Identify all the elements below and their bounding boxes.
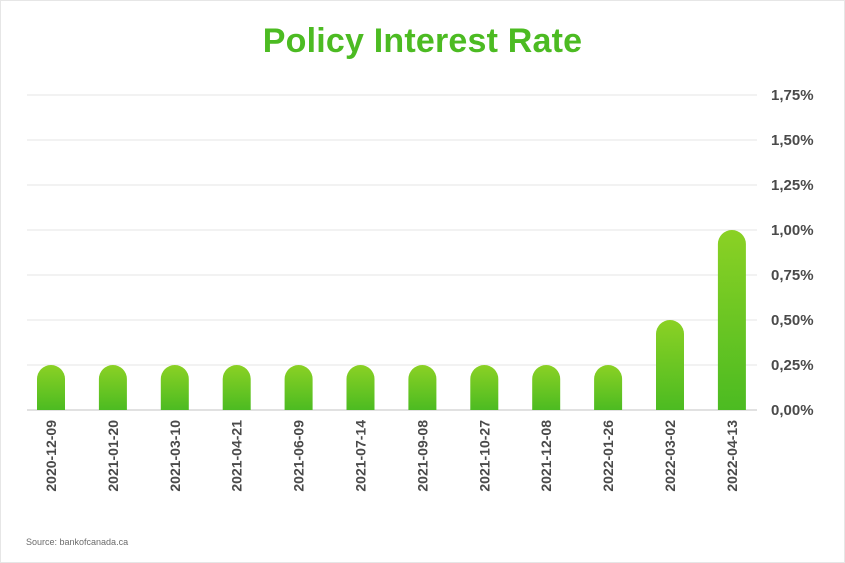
- x-tick-label: 2021-10-27: [476, 420, 492, 492]
- bar: [98, 365, 127, 410]
- bar: [470, 365, 499, 410]
- grid-lines: [27, 94, 757, 411]
- x-tick-label: 2021-01-20: [105, 420, 121, 492]
- x-tick-label: 2021-03-10: [167, 420, 183, 492]
- bar: [37, 365, 65, 410]
- bars: [37, 230, 746, 410]
- x-tick-label: 2021-04-21: [229, 420, 245, 492]
- y-tick-label: 1,75%: [771, 87, 814, 104]
- bar: [717, 230, 746, 410]
- bar: [284, 365, 313, 410]
- y-tick-label: 0,50%: [771, 312, 814, 329]
- x-tick-label: 2020-12-09: [43, 420, 59, 492]
- bar: [656, 320, 684, 410]
- bar: [160, 365, 189, 410]
- x-tick-label: 2022-04-13: [724, 420, 740, 492]
- y-axis-ticks: 0,00% 0,25% 0,50% 0,75% 1,00% 1,25% 1,50% 1,75%: [771, 87, 814, 419]
- bar: [222, 365, 251, 410]
- x-tick-label: 2021-06-09: [291, 420, 307, 492]
- x-tick-label: 2021-07-14: [353, 420, 369, 492]
- bar: [408, 365, 437, 410]
- x-tick-label: 2021-09-08: [414, 420, 430, 492]
- y-tick-label: 1,25%: [771, 177, 814, 194]
- y-tick-label: 0,75%: [771, 267, 814, 284]
- bar: [594, 365, 623, 410]
- x-tick-label: 2022-03-02: [662, 420, 678, 492]
- x-axis-ticks: 2020-12-09 2021-01-20 2021-03-10 2021-04-21…: [43, 420, 740, 492]
- bar: [532, 365, 561, 410]
- x-tick-label: 2022-01-26: [600, 420, 616, 492]
- bar: [346, 365, 375, 410]
- x-tick-label: 2021-12-08: [538, 420, 554, 492]
- y-tick-label: 1,50%: [771, 132, 814, 149]
- source-note: Source: bankofcanada.ca: [26, 537, 129, 547]
- y-tick-label: 0,25%: [771, 357, 814, 374]
- y-tick-label: 1,00%: [771, 222, 814, 239]
- y-tick-label: 0,00%: [771, 402, 814, 419]
- chart-title: Policy Interest Rate: [262, 22, 583, 60]
